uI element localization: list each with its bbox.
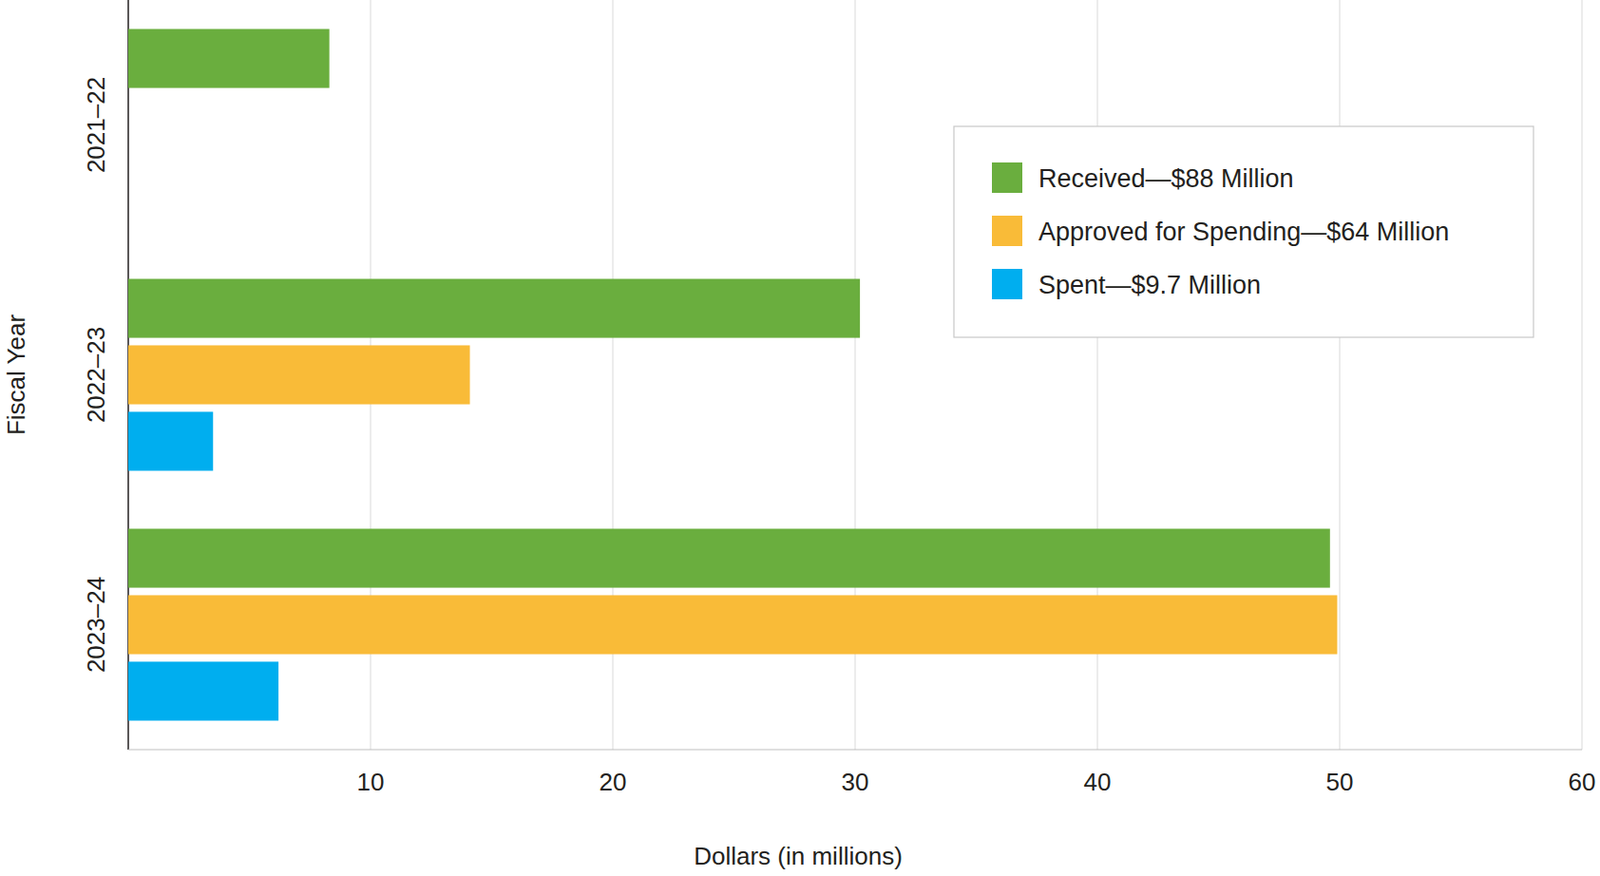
bar	[128, 29, 330, 89]
legend-label: Spent—$9.7 Million	[1038, 270, 1261, 300]
tick-label: 60	[1568, 767, 1597, 797]
tick-label: 30	[841, 767, 870, 797]
legend-swatch	[991, 162, 1023, 193]
category-label: 2023–24	[81, 576, 111, 673]
legend-swatch	[991, 268, 1023, 300]
x-axis-title: Dollars (in millions)	[693, 841, 903, 871]
tick-label: 50	[1326, 767, 1354, 797]
grid-line	[1581, 0, 1583, 750]
bar	[128, 344, 471, 404]
tick-label: 10	[357, 767, 385, 797]
category-label: 2021–22	[81, 76, 111, 173]
chart: 10 20 30 40 50 60 2021–22 2022–23 2023–24 Dollars…	[0, 0, 1600, 876]
tick-label: 20	[599, 767, 628, 797]
tick-label: 40	[1084, 767, 1112, 797]
bar	[128, 411, 213, 471]
legend-swatch	[991, 215, 1023, 247]
legend: Received—$88 Million Approved for Spendin…	[953, 126, 1534, 338]
category-label: 2022–23	[81, 326, 111, 423]
legend-label: Approved for Spending—$64 Million	[1038, 217, 1449, 247]
y-axis-title: Fiscal Year	[1, 314, 31, 437]
x-axis-line	[128, 749, 1582, 751]
bar	[128, 529, 1331, 589]
bar	[128, 661, 279, 721]
legend-box	[953, 126, 1534, 338]
bar	[128, 594, 1337, 654]
legend-label: Received—$88 Million	[1038, 164, 1295, 193]
bar	[128, 279, 860, 339]
grid-line	[1339, 0, 1341, 750]
